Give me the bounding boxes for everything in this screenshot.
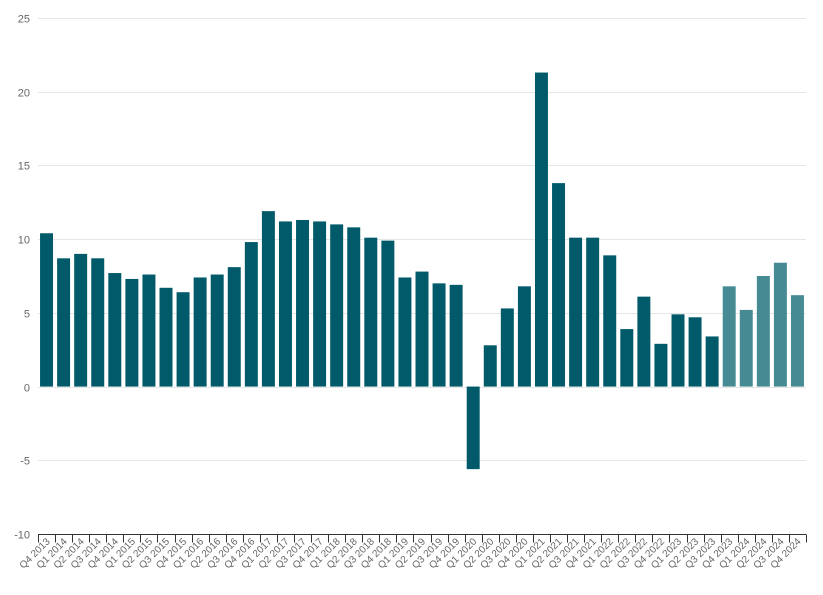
y-tick-label: 25	[18, 14, 30, 26]
bar	[244, 242, 258, 387]
bar	[534, 72, 548, 387]
bar	[500, 308, 514, 387]
bar	[40, 233, 54, 387]
bar	[398, 277, 412, 387]
y-tick-label: 5	[24, 309, 30, 321]
bar	[381, 240, 395, 387]
bar	[74, 253, 88, 387]
y-tick-label: 15	[18, 161, 30, 173]
bar	[722, 286, 736, 387]
y-tick-label: 10	[18, 235, 30, 247]
bar	[57, 258, 71, 387]
bar	[586, 237, 600, 387]
bar	[227, 267, 241, 387]
bar	[483, 345, 497, 387]
bar	[688, 317, 702, 387]
y-axis-labels: -10 -5 0 5 10 15 20 25	[14, 14, 30, 542]
bar	[108, 273, 122, 387]
y-tick-label: 0	[24, 383, 30, 395]
bar	[432, 283, 446, 387]
bar	[790, 295, 804, 387]
bar	[569, 237, 583, 387]
bars	[40, 72, 804, 470]
bar	[756, 276, 770, 387]
bar	[296, 219, 310, 387]
bar	[159, 287, 173, 387]
bar	[739, 309, 753, 387]
bar	[517, 286, 531, 387]
bar	[193, 277, 207, 387]
bar	[705, 336, 719, 387]
bar	[671, 314, 685, 387]
bar	[364, 237, 378, 387]
bar	[603, 255, 617, 387]
bar	[620, 329, 634, 387]
y-tick-label: -10	[14, 530, 30, 542]
y-tick-label: -5	[20, 456, 30, 468]
bar	[466, 386, 480, 470]
bar	[278, 221, 292, 387]
bar	[449, 284, 463, 387]
bar	[142, 274, 156, 387]
bar	[654, 343, 668, 387]
bar	[176, 292, 190, 387]
bar	[91, 258, 105, 387]
bar	[637, 296, 651, 387]
y-tick-label: 20	[18, 88, 30, 100]
bar	[552, 183, 566, 387]
x-axis	[38, 534, 807, 543]
bar	[313, 221, 327, 387]
bar	[415, 271, 429, 387]
bar	[210, 274, 224, 387]
bar	[125, 278, 139, 387]
bar	[330, 224, 344, 387]
bar	[773, 262, 787, 387]
bar	[347, 227, 361, 387]
bar	[261, 211, 275, 387]
